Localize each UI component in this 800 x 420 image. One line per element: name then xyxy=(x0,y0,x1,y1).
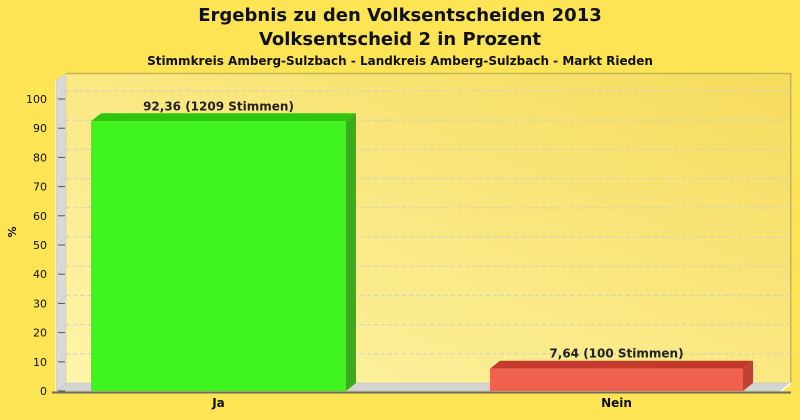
y-tick-label-0: 0 xyxy=(40,385,47,398)
y-axis-title: % xyxy=(6,226,19,237)
category-label-ja: Ja xyxy=(211,396,225,410)
y-tick-label-40: 40 xyxy=(33,268,47,281)
bar-ja xyxy=(91,121,346,391)
wall-gridline-40 xyxy=(55,265,67,275)
floor-edge-highlight xyxy=(780,382,792,392)
y-tick-label-30: 30 xyxy=(33,297,47,310)
chart-title-line2: Volksentscheid 2 in Prozent xyxy=(258,29,542,50)
wall-gridline-20 xyxy=(55,324,67,333)
wall-gridline-10 xyxy=(55,353,67,363)
y-tick-label-20: 20 xyxy=(33,327,47,340)
bars-group xyxy=(91,113,753,391)
chart-subtitle: Stimmkreis Amberg-Sulzbach - Landkreis A… xyxy=(147,54,653,68)
bar-nein xyxy=(490,368,743,391)
bar-value-label-nein: 7,64 (100 Stimmen) xyxy=(549,347,683,361)
bar-side-face-ja xyxy=(346,113,356,391)
y-tick-label-60: 60 xyxy=(33,210,47,223)
y-tick-label-100: 100 xyxy=(26,93,47,106)
category-label-nein: Nein xyxy=(601,396,632,410)
chart-title-line1: Ergebnis zu den Volksentscheiden 2013 xyxy=(198,5,602,26)
bar-side-face-nein xyxy=(743,360,753,391)
axis-wall-3d xyxy=(55,72,67,392)
y-tick-label-10: 10 xyxy=(33,356,47,369)
wall-gridline-100 xyxy=(55,90,67,100)
y-axis-ticks-group: 0 10 20 30 40 50 60 70 80 90 100 xyxy=(26,93,65,398)
wall-gridline-60 xyxy=(55,207,67,217)
y-tick-label-80: 80 xyxy=(33,151,47,164)
wall-gridlines-group xyxy=(55,90,67,363)
wall-gridline-80 xyxy=(55,149,67,158)
wall-gridline-90 xyxy=(55,119,67,129)
plot-border xyxy=(66,72,792,383)
y-tick-label-70: 70 xyxy=(33,181,47,194)
wall-gridline-50 xyxy=(55,236,67,246)
bar-top-face-ja xyxy=(91,113,356,122)
bar-top-face-nein xyxy=(490,360,753,369)
bar-value-label-ja: 92,36 (1209 Stimmen) xyxy=(143,99,294,113)
y-tick-label-50: 50 xyxy=(33,239,47,252)
wall-gridline-30 xyxy=(55,295,67,304)
data-labels-group: 92,36 (1209 Stimmen) Ja 7,64 (100 Stimmen)… xyxy=(143,99,684,410)
y-tick-label-90: 90 xyxy=(33,122,47,135)
wall-gridline-70 xyxy=(55,178,67,187)
